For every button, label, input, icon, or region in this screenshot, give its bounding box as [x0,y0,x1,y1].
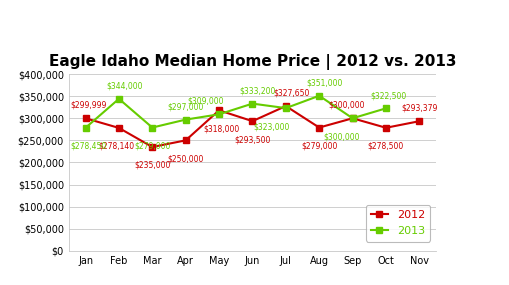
2013 [349,117,355,120]
2013 [182,118,188,121]
2012 [316,126,322,129]
Text: $309,000: $309,000 [187,97,223,106]
2013 [149,126,155,129]
2012 [216,109,222,112]
2012 [349,117,355,120]
2012 [182,139,188,142]
Text: $318,000: $318,000 [203,124,240,133]
Text: $299,999: $299,999 [70,101,106,110]
Text: $300,000: $300,000 [328,101,364,110]
2012 [82,117,89,120]
Text: $293,379: $293,379 [401,104,437,113]
Text: $327,650: $327,650 [273,89,309,98]
2012 [282,104,288,108]
Text: $250,000: $250,000 [167,154,204,163]
2012 [382,126,388,129]
2012 [415,119,421,123]
Text: $278,140: $278,140 [98,142,134,151]
Text: $278,500: $278,500 [367,142,403,151]
Text: $323,000: $323,000 [253,122,290,131]
2013 [382,107,388,110]
2013 [116,97,122,101]
Text: $351,000: $351,000 [306,78,342,87]
2013 [316,94,322,97]
Text: $300,000: $300,000 [323,132,359,141]
2012 [149,145,155,149]
2013 [216,113,222,116]
Legend: 2012, 2013: 2012, 2013 [365,205,430,242]
Title: Eagle Idaho Median Home Price | 2012 vs. 2013: Eagle Idaho Median Home Price | 2012 vs.… [48,54,456,70]
2013 [282,106,288,110]
Line: 2013: 2013 [82,92,389,131]
2013 [249,102,255,105]
Text: $297,000: $297,000 [167,102,204,111]
Text: $278,450: $278,450 [70,142,106,151]
Line: 2012: 2012 [82,103,422,150]
Text: $293,500: $293,500 [234,135,270,144]
Text: $333,200: $333,200 [239,86,276,95]
Text: $279,000: $279,000 [134,141,170,150]
Text: $235,000: $235,000 [134,161,170,170]
Text: $322,500: $322,500 [370,91,406,100]
2013 [82,126,89,129]
2012 [249,119,255,123]
2012 [116,126,122,130]
Text: $279,000: $279,000 [300,141,337,150]
Text: $344,000: $344,000 [106,82,143,91]
